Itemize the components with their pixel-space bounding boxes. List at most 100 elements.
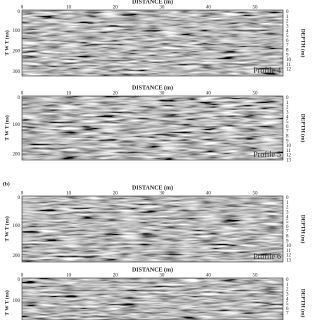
depth-tick-label: 11 [286,249,291,254]
x-tick-label: 20 [113,92,119,97]
depth-tick-label: 4 [286,215,289,220]
depth-tick-label: 1 [286,283,289,288]
y-tick-label: 100 [13,29,21,34]
y-tick-label: 0 [18,196,21,201]
depth-tick-label: 5 [286,220,289,225]
y-tick-label: 300 [13,70,21,75]
y-tick-label: 200 [13,152,21,157]
depth-tick-label: 12 [286,154,292,159]
x-tick-label: 0 [21,92,24,97]
depth-tick-label: 0 [286,196,289,201]
depth-axis-title: DEPTH (m) [300,114,307,143]
depth-tick-label: 4 [286,29,289,34]
radargram-frame [21,277,284,320]
panel-label: (b) [3,180,10,187]
y-tick-label: 100 [13,224,21,229]
depth-tick-label: 6 [286,225,289,230]
depth-tick-label: 10 [286,58,292,63]
y-tick-label: 0 [18,10,21,15]
depth-tick-label: 4 [286,297,289,302]
y-tick-label: 0 [18,96,21,101]
x-tick-label: 0 [21,6,24,11]
depth-tick-label: 11 [286,149,291,154]
x-tick-label: 10 [66,92,72,97]
depth-tick-label: 0 [286,10,289,15]
x-tick-label: 30 [159,192,165,197]
radargram-frame [21,195,284,263]
depth-tick-label: 10 [286,144,292,149]
radargram-frame [21,9,284,77]
depth-tick-label: 3 [286,25,289,30]
depth-axis-title: DEPTH (m) [300,289,307,318]
axis-title: DISTANCE (m) [132,0,173,5]
y-axis-title: T W T (ns) [3,290,10,315]
depth-tick-label: 7 [286,44,289,49]
depth-tick-label: 1 [286,201,289,206]
y-tick-label: 0 [18,278,21,283]
depth-tick-label: 4 [286,115,289,120]
depth-tick-label: 3 [286,111,289,116]
depth-tick-label: 11 [286,63,291,68]
y-tick-label: 100 [13,123,21,128]
x-tick-label: 20 [113,192,119,197]
depth-tick-label: 0 [286,96,289,101]
depth-tick-label: 12 [286,254,292,259]
x-tick-label: 10 [66,6,72,11]
depth-tick-label: 0 [286,278,289,283]
depth-tick-label: 7 [286,312,289,317]
x-tick-label: 30 [159,6,165,11]
depth-tick-label: 1 [286,101,289,106]
axis-title: DISTANCE (m) [132,266,173,273]
profile-label: Profile 4 [253,66,281,75]
y-tick-label: 100 [13,299,21,304]
x-tick-label: 0 [21,274,24,279]
depth-tick-label: 1 [286,15,289,20]
depth-tick-label: 6 [286,307,289,312]
x-tick-label: 40 [206,192,212,197]
y-axis-title: T W T (ns) [3,30,10,55]
axis-title: DISTANCE (m) [132,84,173,91]
x-tick-label: 0 [21,192,24,197]
x-tick-label: 20 [113,6,119,11]
x-tick-label: 50 [253,6,259,11]
x-tick-label: 40 [206,92,212,97]
radargram [22,196,283,262]
y-axis-title: T W T (ns) [3,216,10,241]
depth-tick-label: 2 [286,288,289,293]
depth-tick-label: 9 [286,53,289,58]
depth-tick-label: 6 [286,39,289,44]
depth-tick-label: 5 [286,302,289,307]
depth-tick-label: 13 [286,159,292,164]
depth-tick-label: 9 [286,139,289,144]
depth-tick-label: 2 [286,20,289,25]
depth-tick-label: 5 [286,34,289,39]
depth-tick-label: 13 [286,259,292,264]
y-axis-title: T W T (ns) [3,115,10,140]
radargram-frame [21,95,284,161]
y-tick-label: 200 [13,49,21,54]
depth-tick-label: 8 [286,49,289,54]
depth-tick-label: 5 [286,120,289,125]
y-tick-label: 200 [13,254,21,259]
x-tick-label: 40 [206,6,212,11]
depth-tick-label: 8 [286,235,289,240]
x-tick-label: 50 [253,274,259,279]
x-tick-label: 20 [113,274,119,279]
x-tick-label: 50 [253,192,259,197]
profile-label: Profile 6 [253,252,281,261]
depth-tick-label: 12 [286,68,292,73]
x-tick-label: 30 [159,274,165,279]
radargram [22,278,283,320]
profile-label: Profile 5 [253,150,281,159]
depth-tick-label: 6 [286,125,289,130]
depth-tick-label: 10 [286,244,292,249]
x-tick-label: 50 [253,92,259,97]
radargram [22,96,283,160]
depth-tick-label: 8 [286,135,289,140]
depth-axis-title: DEPTH (m) [300,29,307,58]
depth-tick-label: 2 [286,206,289,211]
depth-tick-label: 3 [286,293,289,298]
x-tick-label: 30 [159,92,165,97]
radargram [22,10,283,76]
